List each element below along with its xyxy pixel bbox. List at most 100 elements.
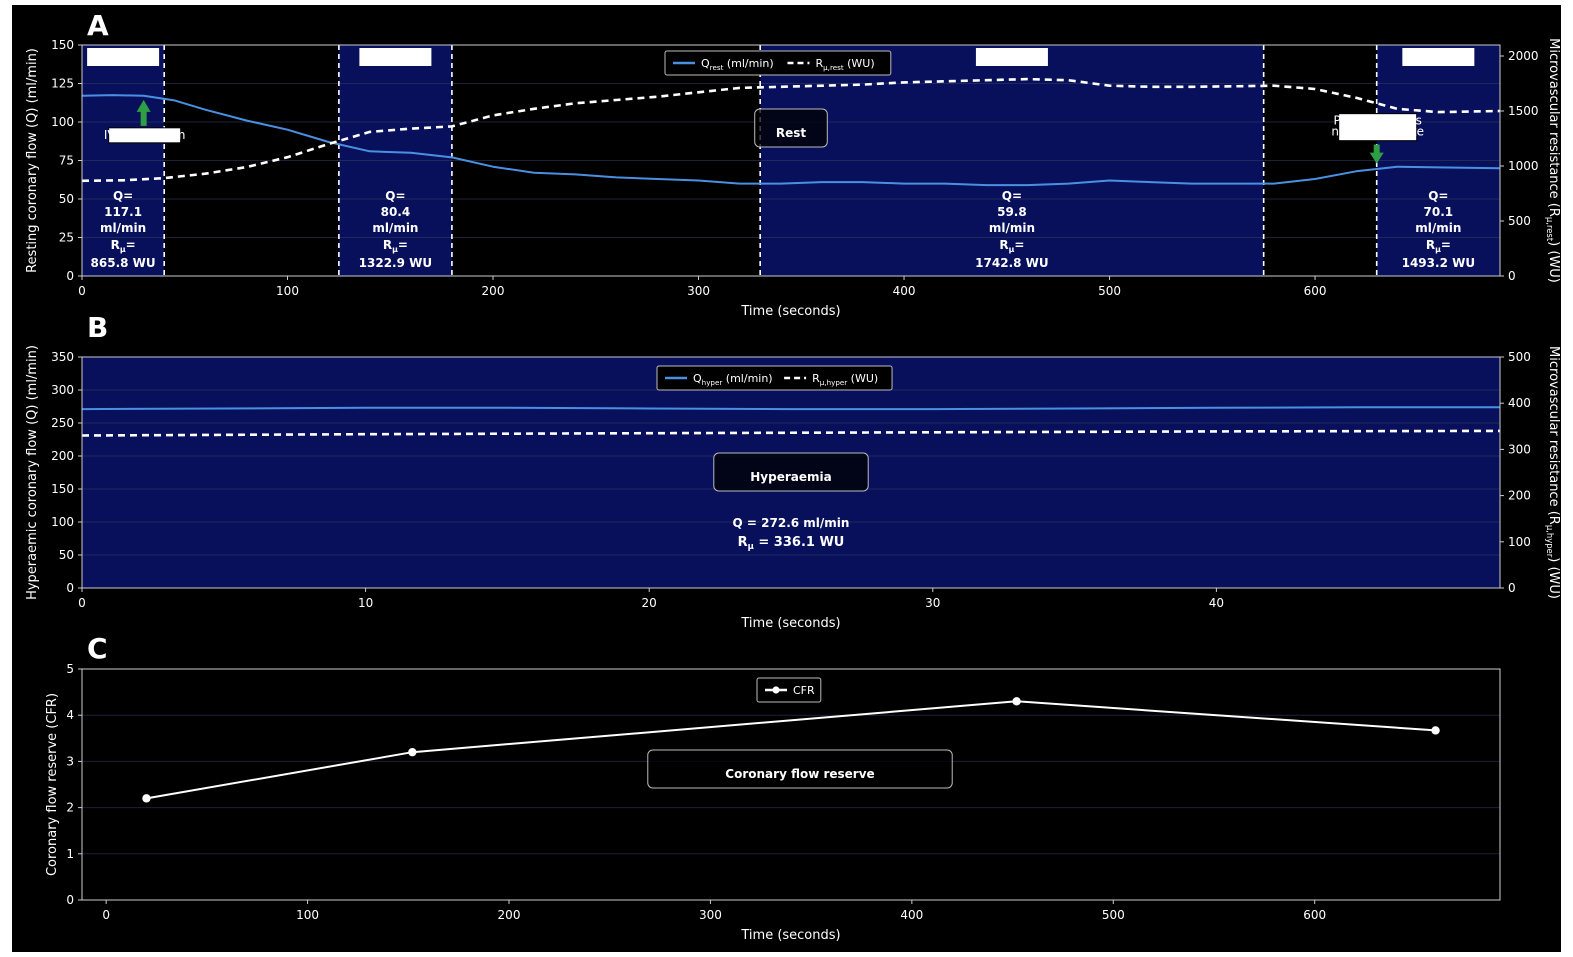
y-axis-label: Hyperaemic coronary flow (Q) (ml/min) <box>25 345 40 600</box>
series-line <box>81 406 1500 411</box>
legend: CFR <box>756 677 822 703</box>
window-r-value: 865.8 WU <box>91 256 156 270</box>
center-label-box <box>754 108 828 148</box>
window-q-unit: ml/min <box>372 221 418 235</box>
y2-axis-label: Microvascular resistance (Rμ,rest) (WU) <box>1545 38 1561 283</box>
legend-label-part: Q <box>693 372 702 385</box>
x-tick-label: 0 <box>102 908 110 922</box>
center-label: Coronary flow reserve <box>725 767 874 781</box>
y2-tick-label: 300 <box>1508 442 1531 456</box>
y2-axis-label-part: ) (WU) <box>1546 557 1561 599</box>
y-tick-label: 350 <box>51 350 74 364</box>
x-tick-label: 300 <box>699 908 722 922</box>
y2-axis-label-part: Microvascular resistance (R <box>1546 38 1561 217</box>
axes-frame <box>81 356 1501 589</box>
x-tick-label: 500 <box>1098 284 1121 298</box>
window-q-value: 80.4 <box>381 205 411 219</box>
window-r-label-part: R <box>1426 238 1435 252</box>
legend-marker <box>772 686 780 694</box>
data-point <box>1431 726 1440 735</box>
legend-label-part: hyper <box>702 378 723 387</box>
legend: Qhyper (ml/min) Rμ,hyper (WU) <box>656 365 893 391</box>
y-tick-label: 50 <box>59 192 74 206</box>
y2-axis-label-part: μ,rest <box>1545 217 1555 242</box>
window-label-box <box>975 48 1048 66</box>
x-tick-label: 600 <box>1303 908 1326 922</box>
window-r-label-part: = <box>126 238 136 252</box>
y-tick-label: 4 <box>66 708 74 722</box>
window-q-value: 117.1 <box>104 205 142 219</box>
legend-label-part: (ml/min) <box>723 57 773 70</box>
window-q-unit: ml/min <box>1415 221 1461 235</box>
legend-label-part: (WU) <box>847 372 878 385</box>
y2-tick-label: 1500 <box>1508 104 1539 118</box>
annotation-text: need to urinate <box>1331 125 1424 139</box>
y-tick-label: 25 <box>59 231 74 245</box>
legend-label-part: μ,hyper <box>820 378 847 387</box>
y-tick-label: 1 <box>66 847 74 861</box>
window-r-label: Rμ= <box>111 238 136 254</box>
panel-letter: C <box>87 632 108 665</box>
legend-label-part: μ,rest <box>823 63 844 72</box>
y2-axis-label-part: μ,hyper <box>1545 525 1555 558</box>
legend-box <box>664 50 892 76</box>
window-label-box <box>1402 48 1475 66</box>
y-tick-label: 0 <box>66 269 74 283</box>
x-tick-label: 30 <box>925 596 940 610</box>
panel-letter: A <box>87 9 109 42</box>
series-line <box>81 429 1501 437</box>
window-label: Window 2 <box>362 50 428 64</box>
window-r-value: 1742.8 WU <box>975 256 1048 270</box>
y-tick-label: 75 <box>59 154 74 168</box>
window-label-box <box>359 48 432 66</box>
y2-tick-label: 500 <box>1508 350 1531 364</box>
legend-label: Rμ,rest (WU) <box>815 57 874 72</box>
y-axis-label: Coronary flow reserve (CFR) <box>45 693 60 876</box>
y-tick-label: 5 <box>66 662 74 676</box>
window-label: Window 3 <box>979 50 1045 64</box>
y2-tick-label: 0 <box>1508 581 1516 595</box>
series-line <box>81 94 1501 187</box>
window-r-label-part: = <box>1441 238 1451 252</box>
x-tick-label: 10 <box>358 596 373 610</box>
x-tick-label: 0 <box>78 596 86 610</box>
window-q-value: 59.8 <box>997 205 1027 219</box>
x-tick-label: 100 <box>276 284 299 298</box>
summary-r-part: μ <box>748 541 754 551</box>
window-r-label-part: R <box>111 238 120 252</box>
window-r-label: Rμ= <box>1426 238 1451 254</box>
y-tick-label: 150 <box>51 482 74 496</box>
window-r-label-part: = <box>398 238 408 252</box>
x-axis-label: Time (seconds) <box>740 616 840 631</box>
window-q-value: 70.1 <box>1424 205 1454 219</box>
x-axis-label: Time (seconds) <box>740 928 840 943</box>
legend-label-part: R <box>812 372 820 385</box>
window-r-label-part: μ <box>392 245 398 254</box>
x-tick-label: 40 <box>1209 596 1224 610</box>
y2-axis-label-part: ) (WU) <box>1546 241 1561 283</box>
legend-label-part: rest <box>710 63 724 72</box>
legend-label-part: Q <box>701 57 710 70</box>
y-tick-label: 300 <box>51 383 74 397</box>
y2-tick-label: 200 <box>1508 489 1531 503</box>
center-label: Hyperaemia <box>750 470 831 484</box>
panel-b: B Hyperaemia Q = 272.6 ml/min Rμ = 336.1 WU… <box>25 311 1561 631</box>
y-tick-label: 100 <box>51 115 74 129</box>
window-label-box <box>87 48 160 66</box>
y-tick-label: 0 <box>66 893 74 907</box>
y-tick-label: 50 <box>59 548 74 562</box>
window-label: Window 1 <box>90 50 156 64</box>
x-tick-label: 500 <box>1102 908 1125 922</box>
window-q-label: Q= <box>1428 189 1448 203</box>
y2-tick-label: 500 <box>1508 214 1531 228</box>
x-tick-label: 200 <box>498 908 521 922</box>
annotation-box <box>1338 113 1418 142</box>
window-r-label-part: R <box>383 238 392 252</box>
legend-label: CFR <box>793 684 815 697</box>
y2-axis-label: Microvascular resistance (Rμ,hyper) (WU) <box>1545 346 1561 599</box>
x-tick-label: 300 <box>687 284 710 298</box>
legend-box <box>756 677 822 703</box>
y-axis-label: Resting coronary flow (Q) (ml/min) <box>25 48 40 273</box>
center-label-box <box>647 749 953 789</box>
